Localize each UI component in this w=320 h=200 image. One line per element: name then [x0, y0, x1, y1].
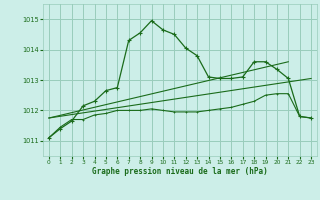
X-axis label: Graphe pression niveau de la mer (hPa): Graphe pression niveau de la mer (hPa)	[92, 167, 268, 176]
